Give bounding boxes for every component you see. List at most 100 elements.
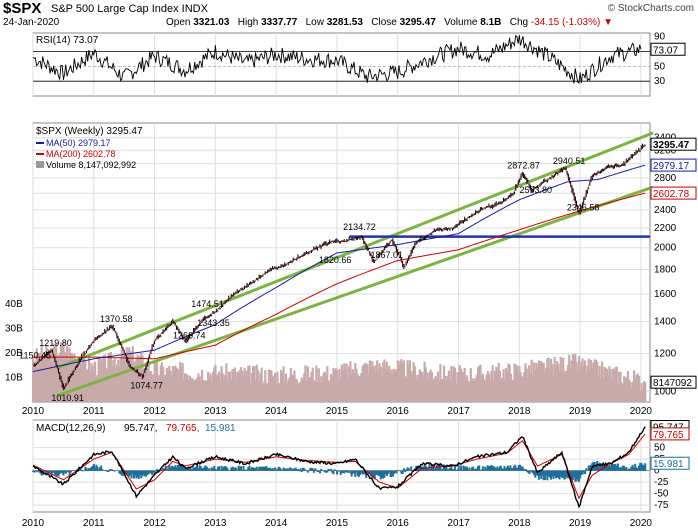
volume-bar bbox=[247, 365, 250, 402]
macd-hist-bar bbox=[154, 470, 157, 472]
volume-bar bbox=[245, 371, 249, 402]
macd-hist-bar bbox=[69, 470, 72, 473]
macd-hist-bar bbox=[558, 470, 561, 480]
macd-hist-bar bbox=[564, 470, 567, 479]
volume-bar bbox=[486, 371, 489, 402]
volume-bar bbox=[396, 360, 399, 402]
macd-hist-bar bbox=[351, 470, 354, 474]
macd-hist-bar bbox=[103, 469, 106, 471]
volume-bar bbox=[272, 375, 275, 402]
volume-bar bbox=[75, 359, 78, 402]
macd-hist-bar bbox=[329, 468, 332, 471]
volume-bar bbox=[585, 372, 588, 402]
volume-tick-10B: 10B bbox=[5, 373, 23, 384]
macd-hist-bar bbox=[230, 467, 233, 471]
price-ytick-2400: 2400 bbox=[654, 205, 677, 216]
macd-hist-bar bbox=[122, 470, 125, 476]
macd-hist-bar bbox=[608, 465, 611, 471]
volume-bar bbox=[79, 360, 82, 402]
macd-hist-bar bbox=[468, 467, 471, 471]
volume-bar bbox=[198, 376, 201, 402]
volume-bar bbox=[181, 363, 184, 402]
low-label: Low bbox=[305, 17, 324, 28]
volume-bar bbox=[621, 384, 625, 402]
macd-hist-bar bbox=[55, 470, 58, 477]
volume-bar bbox=[570, 360, 573, 402]
volume-tick-30B: 30B bbox=[5, 324, 23, 335]
macd-hist-bar bbox=[467, 469, 470, 471]
macd-hist-bar bbox=[439, 464, 442, 471]
macd-hist-bar bbox=[601, 465, 604, 471]
macd-hist-bar bbox=[533, 470, 536, 476]
price-annotation-1343.35: 1343.35 bbox=[197, 318, 230, 328]
macd-hist-bar bbox=[587, 465, 590, 471]
macd-hist-bar bbox=[133, 470, 136, 479]
macd-hist-bar bbox=[406, 467, 409, 471]
volume-bar bbox=[227, 371, 230, 402]
volume-bar bbox=[214, 365, 217, 402]
macd-hist-bar bbox=[320, 468, 323, 471]
volume-bar bbox=[546, 358, 549, 402]
macd-hist-bar bbox=[160, 469, 163, 471]
macd-hist-bar bbox=[356, 470, 359, 476]
ohlc-readout: Open 3321.03 High 3337.77 Low 3281.53 Cl… bbox=[166, 17, 613, 28]
macd-hist-bar bbox=[390, 470, 393, 477]
macd-hist-bar bbox=[196, 465, 199, 471]
volume-bar bbox=[417, 375, 420, 402]
price-ytick-2800: 2800 bbox=[654, 173, 677, 184]
macd-hist-bar bbox=[545, 470, 548, 476]
volume-bar bbox=[95, 376, 98, 402]
volume-bar bbox=[113, 358, 116, 402]
price-close-line bbox=[32, 143, 646, 390]
volume-bar bbox=[507, 363, 510, 402]
macd-hist-bar bbox=[337, 470, 340, 472]
volume-bar bbox=[33, 360, 36, 402]
macd-hist-bar bbox=[389, 470, 392, 477]
macd-hist-bar bbox=[224, 466, 227, 471]
volume-bar bbox=[422, 376, 425, 402]
volume-bar bbox=[186, 375, 189, 402]
price-legend-spx: $SPX (Weekly) 3295.47 bbox=[36, 126, 143, 137]
macd-hist-bar bbox=[350, 470, 353, 477]
volume-bar bbox=[517, 373, 520, 402]
macd-hist-bar bbox=[359, 470, 362, 475]
volume-bar bbox=[265, 383, 268, 402]
macd-hist-bar bbox=[328, 470, 331, 472]
volume-bar bbox=[540, 360, 543, 402]
macd-hist-bar bbox=[590, 464, 593, 471]
volume-bar bbox=[455, 383, 458, 402]
price-ytick-2200: 2200 bbox=[654, 223, 677, 234]
volume-bar bbox=[478, 365, 481, 402]
macd-hist-bar bbox=[261, 466, 264, 471]
volume-bar bbox=[579, 368, 582, 402]
volume-bar bbox=[459, 368, 463, 402]
credit[interactable]: © StockCharts.com bbox=[607, 3, 694, 14]
macd-hist-bar bbox=[629, 468, 632, 471]
volume-bar bbox=[361, 366, 364, 402]
volume-bar bbox=[226, 381, 229, 402]
macd-hist-bar bbox=[343, 470, 346, 474]
volume-bar bbox=[423, 361, 426, 402]
macd-hist-bar bbox=[344, 470, 347, 472]
macd-hist-bar bbox=[226, 468, 229, 471]
volume-bar bbox=[258, 380, 261, 402]
macd-hist-bar bbox=[557, 470, 560, 478]
volume-bar bbox=[310, 371, 313, 402]
macd-hist-bar bbox=[336, 470, 339, 475]
macd-hist-bar bbox=[131, 470, 134, 474]
volume-bar bbox=[549, 358, 553, 402]
volume-bar bbox=[124, 352, 127, 402]
volume-bar bbox=[78, 367, 81, 402]
macd-hist-bar bbox=[427, 468, 430, 471]
volume-bar bbox=[411, 374, 414, 402]
price-annotation-2346.58: 2346.58 bbox=[567, 203, 600, 213]
volume-bar bbox=[149, 371, 153, 402]
volume-bar bbox=[541, 362, 544, 402]
macd-hist-bar bbox=[97, 469, 100, 471]
macd-hist-bar bbox=[167, 468, 170, 471]
volume-bar bbox=[511, 380, 514, 402]
macd-hist-bar bbox=[508, 467, 511, 471]
macd-hist-bar bbox=[616, 463, 619, 471]
volume-bar bbox=[497, 362, 500, 402]
macd-hist-bar bbox=[410, 466, 413, 471]
